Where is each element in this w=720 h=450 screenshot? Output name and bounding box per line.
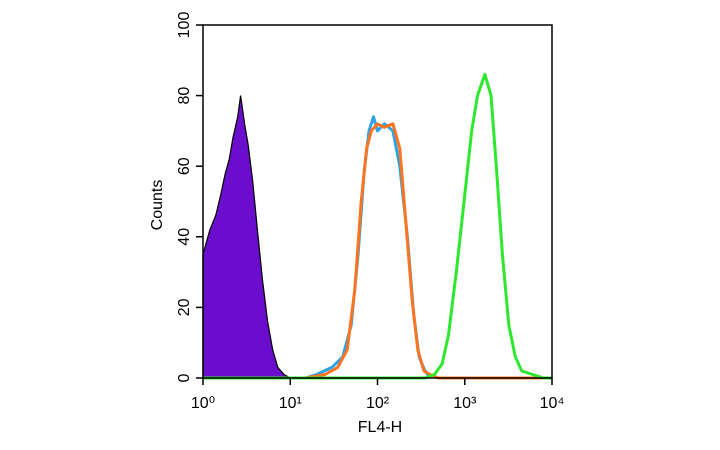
y-tick-label: 100 <box>176 12 193 39</box>
histogram-line <box>203 72 552 380</box>
y-axis-label: Counts <box>149 180 166 231</box>
histogram-line <box>305 122 552 380</box>
y-tick-label: 60 <box>176 157 193 175</box>
x-tick-label: 10² <box>366 395 390 412</box>
histogram-line <box>305 115 432 380</box>
x-tick-label: 10⁰ <box>191 395 215 412</box>
x-tick-label: 10³ <box>453 395 477 412</box>
x-axis-label: FL4-H <box>358 419 402 436</box>
histogram-area <box>202 95 293 379</box>
x-tick-label: 10⁴ <box>540 395 565 412</box>
y-tick-label: 40 <box>176 228 193 246</box>
y-tick-label: 20 <box>176 298 193 316</box>
x-tick-label: 10¹ <box>279 395 302 412</box>
y-tick-label: 80 <box>176 87 193 105</box>
y-tick-label: 0 <box>176 373 193 382</box>
